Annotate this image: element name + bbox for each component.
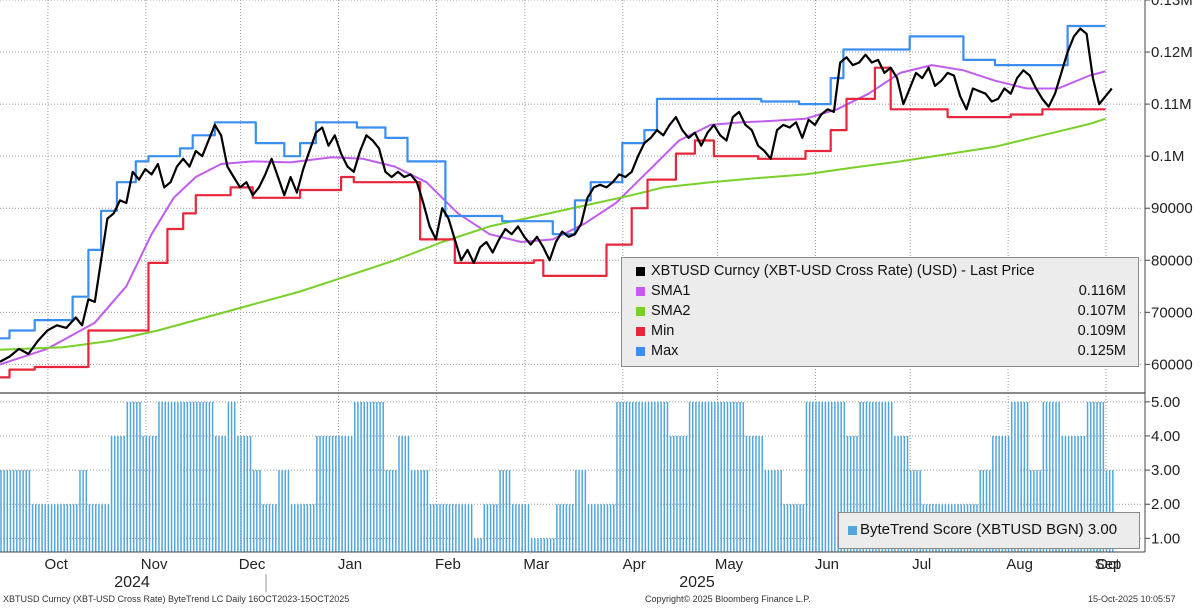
footer-left: XBTUSD Curncy (XBT-USD Cross Rate) ByteT… [3, 594, 350, 604]
x-tick-label: Apr [623, 556, 646, 573]
legend-min-value: 0.109M [1077, 323, 1126, 339]
score-tick-label: 1.00 [1151, 530, 1180, 547]
legend-min-label: Min [651, 323, 675, 339]
legend-title: XBTUSD Curncy (XBT-USD Cross Rate) (USD)… [651, 263, 1035, 279]
series-sma2 [0, 117, 1106, 351]
x-tick-label: Nov [141, 556, 168, 573]
max-swatch [636, 347, 645, 356]
score-bars [0, 401, 1114, 552]
x-tick-label: Jul [912, 556, 931, 573]
score-legend: ByteTrend Score (XBTUSD BGN) 3.00 [838, 512, 1140, 549]
score-legend-label: ByteTrend Score (XBTUSD BGN) [860, 521, 1084, 538]
x-tick-label: Jan [338, 556, 362, 573]
axes: 0.13M 0.12M 0.11M 0.1M 90000 80000 70000 60000 5… [0, 0, 1193, 592]
legend-sma2-value: 0.107M [1077, 303, 1126, 319]
year-label: 2025 [679, 574, 715, 591]
price-series [0, 24, 1113, 379]
sma1-swatch [636, 287, 645, 296]
score-tick-label: 4.00 [1151, 428, 1180, 445]
x-tick-label: Feb [435, 556, 461, 573]
score-tick-label: 2.00 [1151, 496, 1180, 513]
y-tick-label: 0.12M [1151, 44, 1193, 61]
y-tick-label: 60000 [1151, 356, 1193, 373]
price-legend: XBTUSD Curncy (XBT-USD Cross Rate) (USD)… [621, 257, 1139, 367]
series-min [0, 66, 1106, 379]
year-label: 2024 [114, 574, 150, 591]
x-tick-label: Aug [1006, 556, 1033, 573]
legend-max-label: Max [651, 343, 679, 359]
legend-max-value: 0.125M [1077, 343, 1126, 359]
score-tick-label: 5.00 [1151, 394, 1180, 411]
legend-last-price: XBTUSD Curncy (XBT-USD Cross Rate) (USD)… [636, 261, 1130, 281]
y-tick-label: 0.13M [1151, 0, 1193, 9]
legend-min: Min 0.109M [636, 321, 1130, 341]
score-legend-value: 3.00 [1087, 521, 1118, 538]
y-tick-label: 70000 [1151, 304, 1193, 321]
legend-sma1-value: 0.116M [1078, 283, 1126, 299]
score-swatch [848, 526, 857, 535]
legend-sma2: SMA2 0.107M [636, 301, 1130, 321]
legend-sma1-label: SMA1 [651, 283, 691, 299]
sma2-swatch [636, 307, 645, 316]
min-swatch [636, 327, 645, 336]
series-sma1 [0, 64, 1106, 366]
score-tick-label: 3.00 [1151, 462, 1180, 479]
y-tick-label: 90000 [1151, 200, 1193, 217]
x-tick-label: May [715, 556, 744, 573]
footer-center: Copyright© 2025 Bloomberg Finance L.P. [645, 594, 811, 604]
legend-sma2-label: SMA2 [651, 303, 691, 319]
x-tick-label: Mar [523, 556, 549, 573]
x-tick-label: Oct [45, 556, 69, 573]
y-tick-label: 0.11M [1151, 96, 1192, 113]
legend-max: Max 0.125M [636, 341, 1130, 361]
series-last-price [0, 27, 1113, 363]
y-tick-label: 0.1M [1151, 148, 1184, 165]
last-price-swatch [636, 267, 645, 276]
series-max [0, 24, 1106, 340]
footer-right: 15-Oct-2025 10:05:57 [1088, 594, 1176, 604]
x-tick-label: Oct [1096, 556, 1120, 573]
x-tick-label: Dec [239, 556, 266, 573]
x-tick-label: Jun [815, 556, 839, 573]
y-tick-label: 80000 [1151, 252, 1193, 269]
legend-sma1: SMA1 0.116M [636, 281, 1130, 301]
x-tick-label: Sep [1095, 556, 1122, 573]
